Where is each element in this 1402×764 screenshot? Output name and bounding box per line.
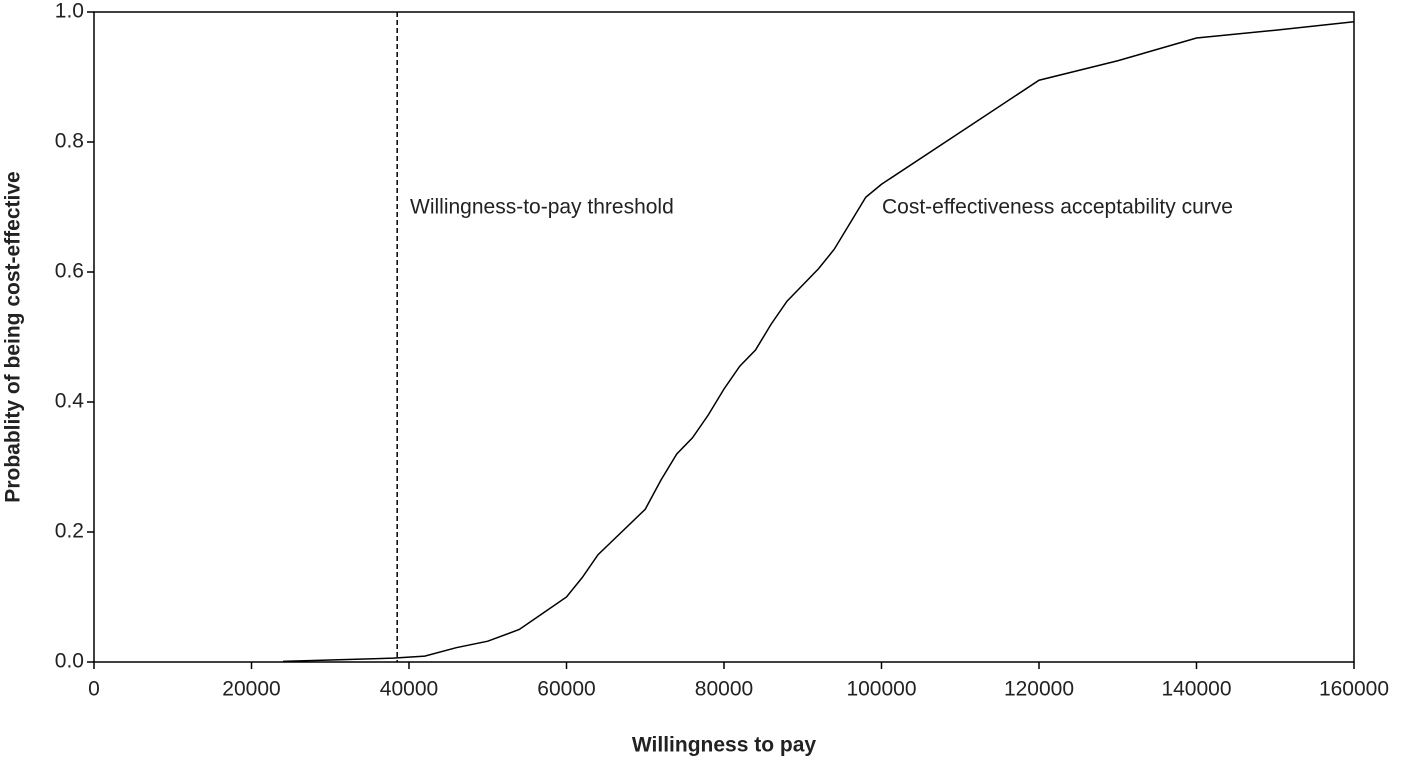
- x-tick-label: 60000: [537, 678, 595, 701]
- ceac-line: [282, 21, 1355, 663]
- y-tick-label: 0.8: [55, 130, 84, 153]
- x-tick-label: 0: [88, 678, 100, 701]
- x-tick-label: 20000: [222, 678, 280, 701]
- x-tick-label: 160000: [1319, 678, 1389, 701]
- y-tick-label: 0.4: [55, 390, 85, 413]
- plot-frame: [93, 11, 1355, 663]
- x-tick-label: 40000: [380, 678, 438, 701]
- x-tick-label: 80000: [695, 678, 753, 701]
- x-tick-label: 120000: [1004, 678, 1074, 701]
- x-tick-label: 100000: [846, 678, 916, 701]
- y-axis-title: Probablity of being cost-effective: [2, 171, 25, 502]
- annotation: Cost-effectiveness acceptability curve: [882, 196, 1233, 219]
- y-tick-label: 0.2: [55, 520, 84, 543]
- y-tick-label: 1.0: [55, 0, 84, 23]
- y-tick-label: 0.6: [55, 260, 84, 283]
- annotation: Willingness-to-pay threshold: [410, 196, 674, 219]
- y-tick-label: 0.0: [55, 650, 84, 673]
- x-tick-label: 140000: [1161, 678, 1231, 701]
- x-axis-title: Willingness to pay: [632, 734, 816, 757]
